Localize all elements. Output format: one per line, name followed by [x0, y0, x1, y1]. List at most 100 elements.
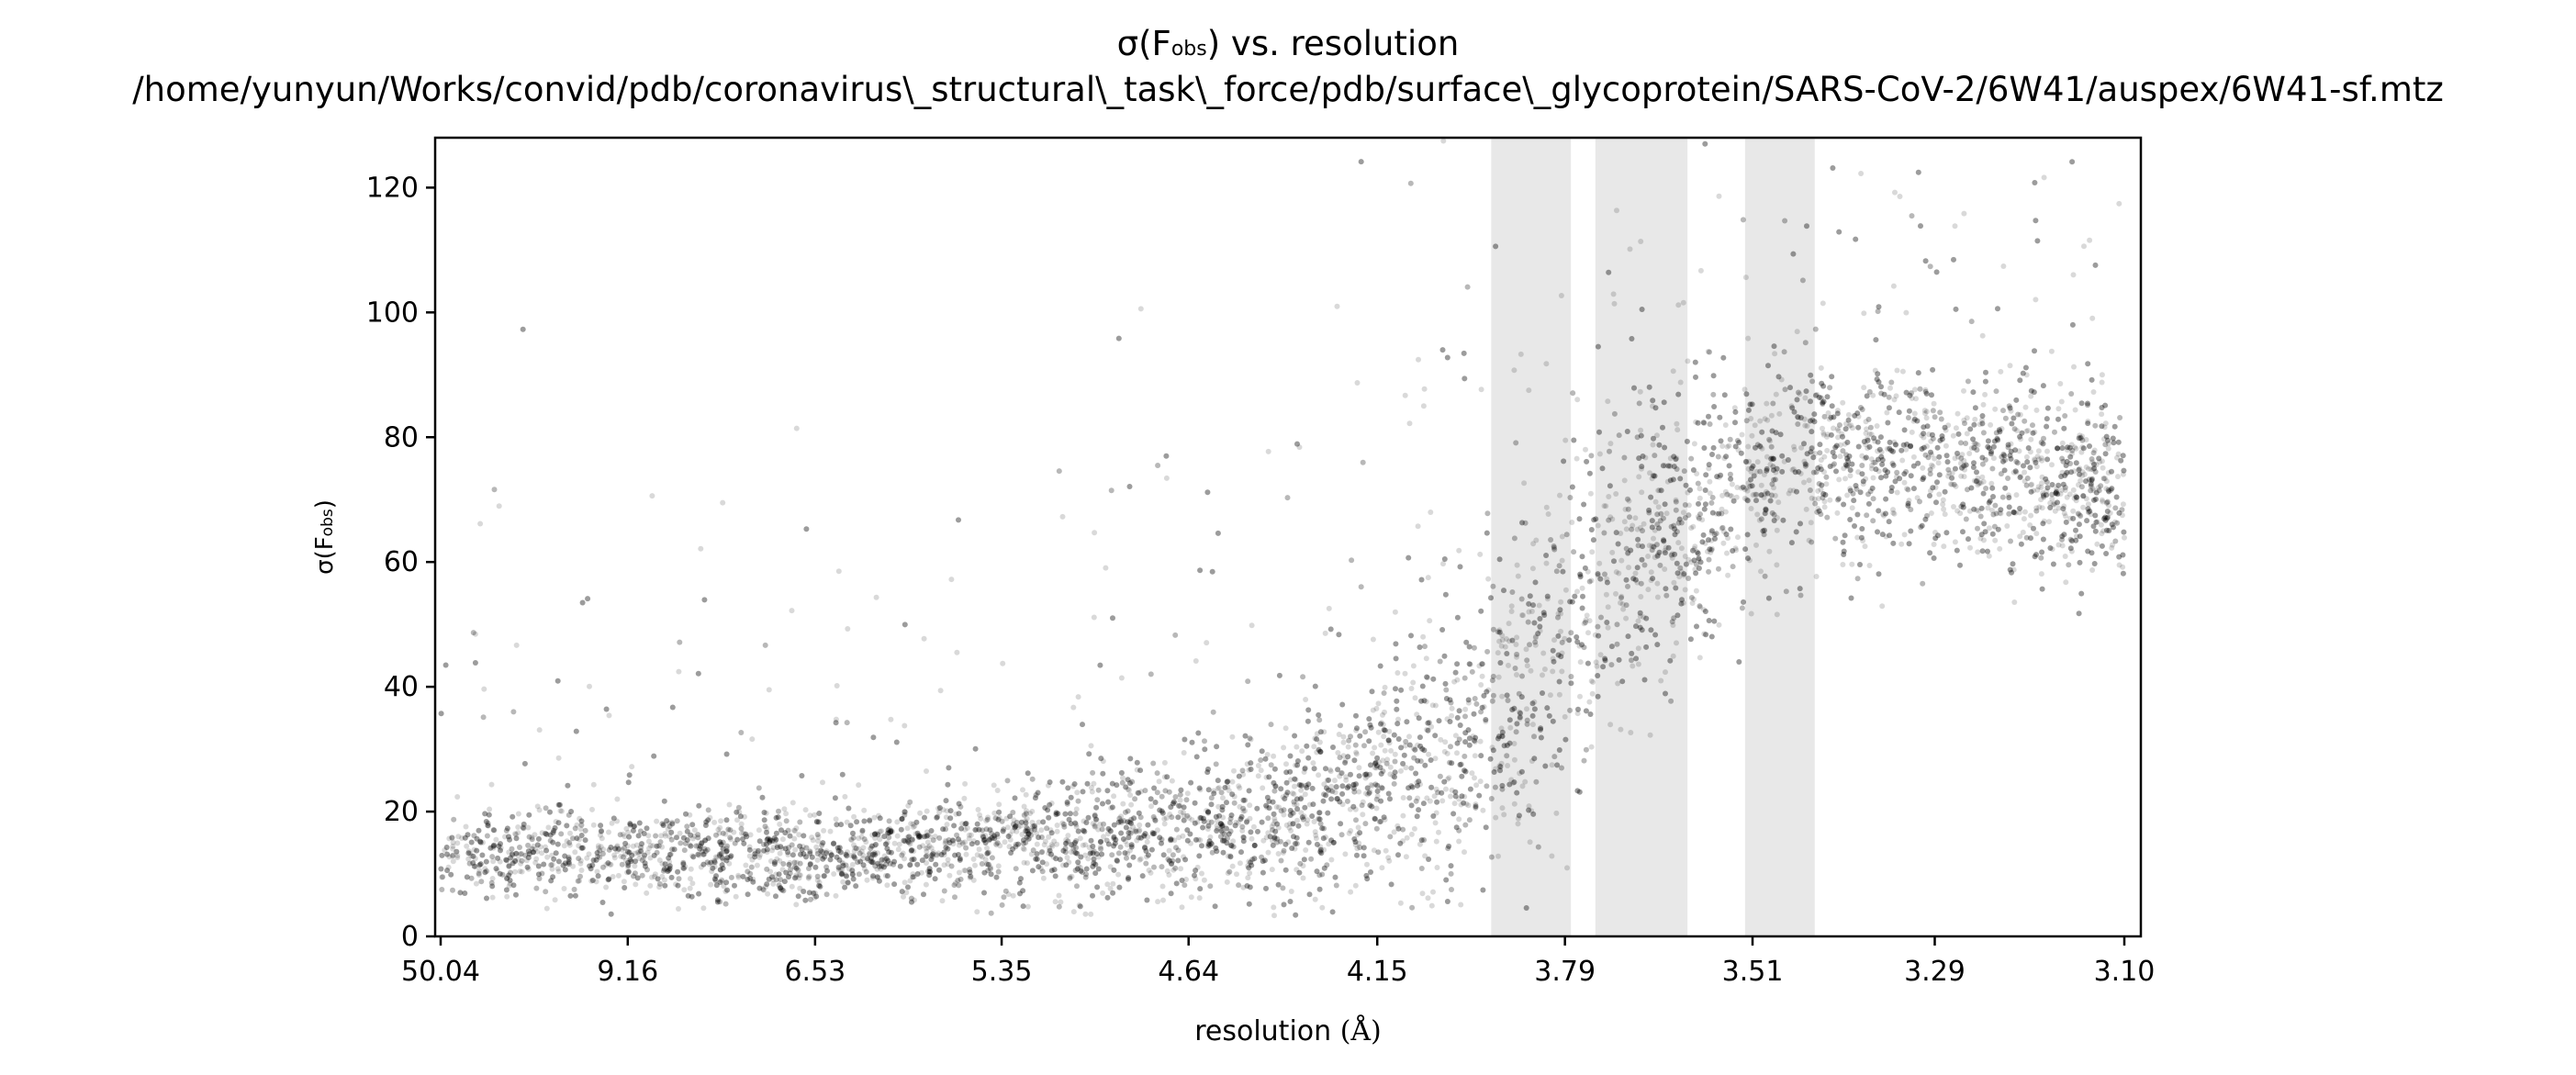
scatter-point — [1249, 835, 1255, 842]
scatter-point — [2036, 456, 2042, 463]
scatter-point — [1674, 640, 1679, 646]
scatter-point — [1097, 822, 1103, 827]
scatter-point — [1091, 614, 1097, 621]
scatter-point — [2071, 468, 2078, 475]
scatter-point — [484, 868, 490, 875]
scatter-point — [1411, 825, 1417, 832]
scatter-point — [1294, 744, 1300, 750]
scatter-point — [2083, 496, 2089, 502]
scatter-point — [1364, 773, 1371, 779]
scatter-point — [1742, 386, 1748, 393]
scatter-point — [1201, 877, 1207, 883]
scatter-point — [1225, 853, 1231, 859]
scatter-point — [2081, 243, 2087, 250]
scatter-point — [881, 853, 888, 859]
scatter-point — [1921, 408, 1928, 414]
scatter-point — [1089, 789, 1095, 795]
scatter-point — [1430, 889, 1436, 895]
scatter-point — [1605, 624, 1611, 631]
scatter-point — [1456, 547, 1462, 554]
scatter-point — [1651, 535, 1656, 542]
scatter-point — [1331, 778, 1338, 784]
scatter-point — [650, 843, 656, 849]
scatter-point — [1664, 478, 1671, 485]
scatter-point — [1353, 749, 1360, 756]
scatter-point — [1884, 409, 1890, 416]
scatter-point — [987, 864, 993, 870]
scatter-point — [1656, 487, 1663, 494]
scatter-point — [878, 866, 884, 872]
scatter-point — [1080, 842, 1086, 848]
scatter-point — [1514, 634, 1520, 641]
scatter-point — [1834, 408, 1841, 414]
scatter-point — [1485, 576, 1492, 582]
scatter-point — [789, 883, 795, 890]
scatter-point — [805, 875, 812, 881]
scatter-point — [1716, 474, 1722, 480]
scatter-point — [1697, 267, 1704, 274]
scatter-point — [659, 873, 666, 879]
scatter-point — [630, 843, 636, 849]
scatter-point — [1985, 505, 1991, 511]
scatter-point — [1707, 478, 1713, 485]
scatter-point — [1618, 726, 1624, 733]
scatter-point — [884, 882, 890, 889]
scatter-point — [2082, 478, 2089, 485]
scatter-point — [1065, 833, 1071, 839]
scatter-point — [659, 860, 666, 867]
scatter-point — [1415, 523, 1421, 530]
scatter-point — [1653, 432, 1660, 439]
scatter-point — [1966, 508, 1973, 514]
scatter-point — [1137, 306, 1144, 312]
scatter-point — [2059, 543, 2066, 549]
scatter-point — [1382, 709, 1387, 715]
scatter-point — [698, 545, 704, 552]
scatter-point — [1936, 491, 1943, 498]
scatter-point — [701, 845, 708, 852]
scatter-point — [450, 845, 456, 852]
scatter-point — [1842, 476, 1848, 482]
scatter-point — [1024, 808, 1029, 814]
scatter-point — [1499, 633, 1506, 639]
scatter-point — [564, 838, 570, 845]
scatter-point — [928, 845, 935, 851]
scatter-point — [649, 493, 655, 499]
scatter-point — [941, 852, 947, 858]
scatter-point — [1427, 798, 1433, 804]
scatter-point — [746, 844, 753, 850]
scatter-point — [1370, 707, 1376, 713]
scatter-point — [1682, 587, 1688, 593]
scatter-point — [1406, 733, 1412, 740]
scatter-point — [487, 806, 493, 812]
scatter-point — [641, 855, 647, 861]
scatter-point — [2057, 491, 2064, 497]
scatter-point — [1559, 668, 1565, 675]
scatter-point — [1610, 291, 1617, 297]
scatter-point — [1526, 387, 1532, 394]
scatter-point — [607, 861, 613, 868]
scatter-point — [1282, 725, 1289, 732]
scatter-point — [961, 795, 968, 801]
scatter-point — [1887, 385, 1893, 391]
scatter-point — [1890, 283, 1897, 289]
scatter-point — [1691, 441, 1697, 447]
scatter-point — [1451, 801, 1458, 807]
scatter-point — [996, 801, 1002, 808]
scatter-point — [946, 872, 953, 879]
scatter-point — [656, 857, 663, 863]
scatter-point — [791, 835, 798, 842]
scatter-point — [1733, 547, 1740, 554]
scatter-point — [450, 843, 456, 849]
scatter-point — [1395, 716, 1401, 722]
scatter-point — [1680, 510, 1686, 516]
scatter-point — [1069, 873, 1075, 879]
scatter-point — [2090, 389, 2097, 395]
scatter-point — [1862, 543, 1868, 550]
scatter-point — [769, 847, 776, 854]
scatter-point — [908, 847, 914, 854]
scatter-point — [1314, 749, 1320, 756]
scatter-point — [777, 821, 783, 827]
scatter-point — [1536, 602, 1542, 609]
scatter-point — [1237, 860, 1243, 867]
scatter-point — [1910, 454, 1917, 460]
